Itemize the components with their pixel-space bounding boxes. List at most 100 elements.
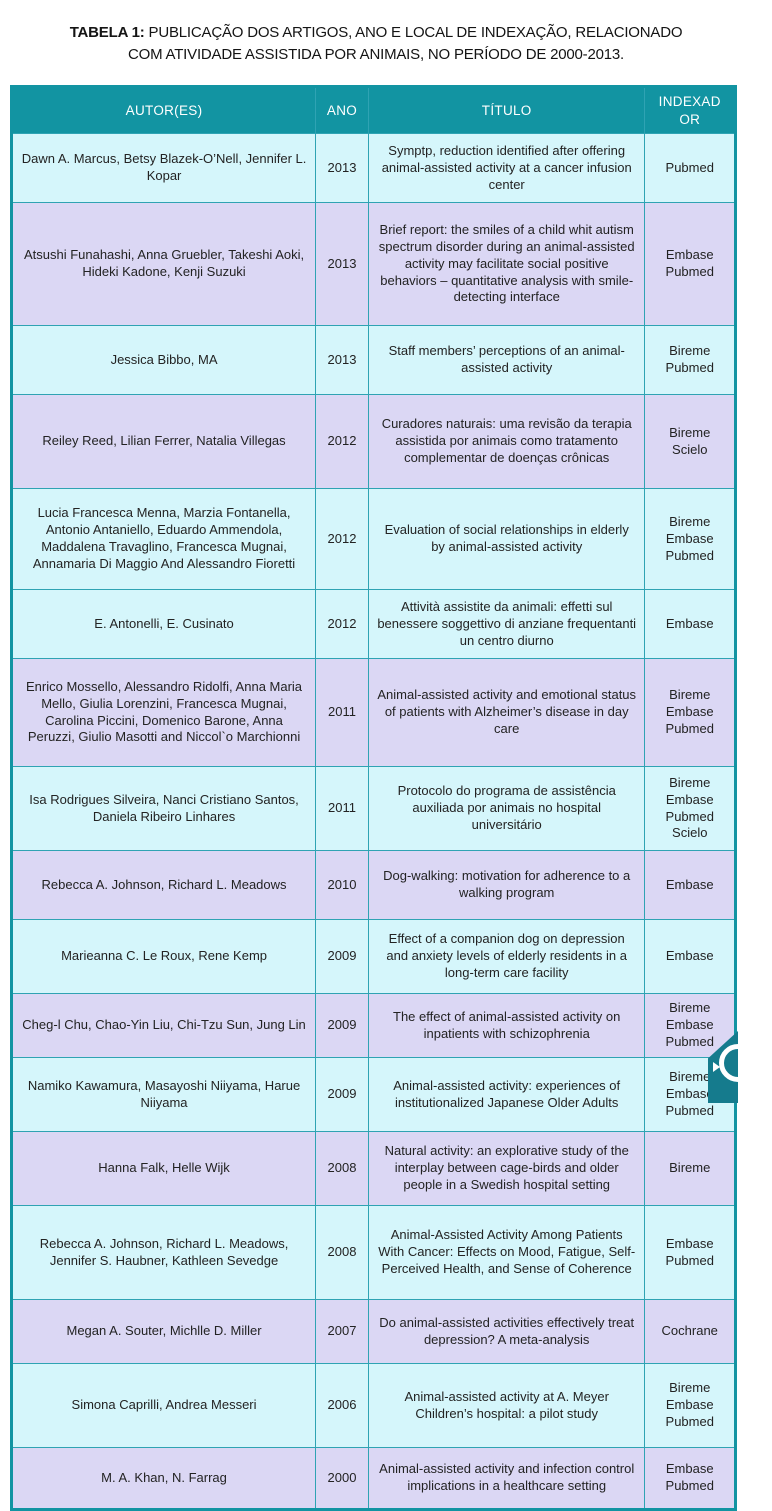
indexador-item: Bireme	[669, 343, 711, 359]
cell-indexador: Bireme	[644, 1131, 736, 1207]
publications-table: AUTOR(ES) ANO TÍTULO INDEXADOR Dawn A. M…	[10, 85, 737, 1511]
indexador-item: Bireme	[669, 1160, 711, 1176]
indexador-item: Pubmed	[665, 721, 714, 737]
indexador-item: Pubmed	[665, 1414, 714, 1430]
table-row: Namiko Kawamura, Masayoshi Niiyama, Haru…	[10, 1057, 736, 1133]
caption-line2: COM ATIVIDADE ASSISTIDA POR ANIMAIS, NO …	[127, 45, 624, 63]
table-row: Reiley Reed, Lilian Ferrer, Natalia Vill…	[10, 394, 736, 490]
cell-ano: 2012	[315, 589, 369, 660]
indexador-item: Bireme	[669, 687, 711, 703]
caption-line1-text: PUBLICAÇÃO DOS ARTIGOS, ANO E LOCAL DE I…	[148, 24, 683, 41]
table-row: M. A. Khan, N. Farrag 2000 Animal-assisted…	[10, 1447, 736, 1511]
cell-titulo: Natural activity: an explorative study o…	[367, 1131, 646, 1207]
indexador-item: Embase	[665, 876, 714, 892]
caption-line1: TABELA 1: PUBLICAÇÃO DOS ARTIGOS, ANO E …	[0, 22, 752, 44]
cell-ano: 2009	[315, 993, 369, 1059]
cell-titulo: The effect of animal-assisted activity o…	[367, 993, 646, 1059]
cell-ano: 2012	[315, 488, 369, 591]
widget-banner	[708, 1031, 738, 1103]
indexador-item: Embase	[665, 1461, 714, 1477]
cell-autores: Hanna Falk, Helle Wijk	[10, 1131, 317, 1207]
cell-autores: Rebecca A. Johnson, Richard L. Meadows	[10, 850, 317, 921]
cell-indexador: Embase	[644, 919, 736, 995]
indexador-item: Pubmed	[665, 1478, 714, 1494]
magnifier-lens-icon	[719, 1044, 738, 1082]
indexador-item: Pubmed	[665, 1252, 714, 1268]
indexador-item: Embase	[665, 615, 714, 631]
indexador-item: Embase	[665, 1397, 714, 1413]
table-row: Marieanna C. Le Roux, Rene Kemp 2009 Effec…	[10, 919, 736, 995]
indexador-item: Pubmed	[665, 360, 714, 376]
cell-titulo: Do animal-assisted activities effectivel…	[367, 1299, 646, 1365]
cell-autores: M. A. Khan, N. Farrag	[10, 1447, 317, 1511]
cell-autores: Dawn A. Marcus, Betsy Blazek-O’Nell, Jen…	[10, 133, 317, 204]
cell-autores: Reiley Reed, Lilian Ferrer, Natalia Vill…	[10, 394, 317, 490]
cell-indexador: Bireme Embase Pubmed	[644, 488, 736, 591]
cell-ano: 2008	[315, 1131, 369, 1207]
indexador-item: Pubmed	[665, 264, 714, 280]
col-header-autores: AUTOR(ES)	[10, 85, 317, 135]
cell-indexador: Bireme Embase Pubmed Scielo	[644, 766, 736, 852]
table-row: Dawn A. Marcus, Betsy Blazek-O’Nell, Jen…	[10, 133, 736, 204]
cell-autores: Megan A. Souter, Michlle D. Miller	[10, 1299, 317, 1365]
cell-ano: 2009	[315, 1057, 369, 1133]
table-header: AUTOR(ES) ANO TÍTULO INDEXADOR	[10, 85, 736, 135]
table-row: Lucia Francesca Menna, Marzia Fontanella…	[10, 488, 736, 591]
col-header-indexador: INDEXADOR	[644, 85, 736, 135]
cell-titulo: Staff members’ perceptions of an animal-…	[367, 325, 646, 396]
indexador-item: Embase	[665, 530, 714, 546]
cell-indexador: Bireme Embase Pubmed	[644, 993, 736, 1059]
cell-titulo: Evaluation of social relationships in el…	[367, 488, 646, 591]
indexador-item: Bireme	[669, 1000, 711, 1016]
indexador-item: Pubmed	[665, 159, 714, 175]
indexador-item: Pubmed	[665, 1103, 714, 1119]
cell-autores: Isa Rodrigues Silveira, Nanci Cristiano …	[10, 766, 317, 852]
indexador-item: Pubmed	[665, 1034, 714, 1050]
table-row: Isa Rodrigues Silveira, Nanci Cristiano …	[10, 766, 736, 852]
cell-ano: 2011	[315, 658, 369, 768]
table-row: Rebecca A. Johnson, Richard L. Meadows, …	[10, 1205, 736, 1301]
cell-ano: 2013	[315, 202, 369, 327]
cell-ano: 2011	[315, 766, 369, 852]
indexador-item: Scielo	[672, 441, 708, 457]
cell-titulo: Symptp, reduction identified after offer…	[367, 133, 646, 204]
table-row: Hanna Falk, Helle Wijk 2008 Natural activi…	[10, 1131, 736, 1207]
table-body: Dawn A. Marcus, Betsy Blazek-O’Nell, Jen…	[10, 133, 736, 1511]
indexador-item: Bireme	[669, 513, 711, 529]
indexador-item: Cochrane	[661, 1323, 718, 1339]
indexador-item: Pubmed	[665, 808, 714, 824]
cell-indexador: Bireme Pubmed	[644, 325, 736, 396]
cell-titulo: Effect of a companion dog on depression …	[367, 919, 646, 995]
indexador-item: Bireme	[669, 424, 711, 440]
cell-titulo: Attività assistite da animali: effetti s…	[367, 589, 646, 660]
indexador-item: Bireme	[669, 1069, 711, 1085]
indexador-item: Embase	[665, 948, 714, 964]
indexador-item: Embase	[665, 1086, 714, 1102]
cell-autores: Rebecca A. Johnson, Richard L. Meadows, …	[10, 1205, 317, 1301]
table-row: Megan A. Souter, Michlle D. Miller 2007 Do…	[10, 1299, 736, 1365]
table-caption: TABELA 1: PUBLICAÇÃO DOS ARTIGOS, ANO E …	[0, 22, 752, 66]
cell-titulo: Animal-assisted activity and infection c…	[367, 1447, 646, 1511]
cell-autores: Namiko Kawamura, Masayoshi Niiyama, Haru…	[10, 1057, 317, 1133]
table-row: Rebecca A. Johnson, Richard L. Meadows 20…	[10, 850, 736, 921]
cell-titulo: Animal-assisted activity: experiences of…	[367, 1057, 646, 1133]
cell-autores: Enrico Mossello, Alessandro Ridolfi, Ann…	[10, 658, 317, 768]
caption-label: TABELA 1:	[69, 24, 145, 41]
cell-titulo: Curadores naturais: uma revisão da terap…	[367, 394, 646, 490]
table-row: E. Antonelli, E. Cusinato 2012 Attività as…	[10, 589, 736, 660]
cell-ano: 2008	[315, 1205, 369, 1301]
table-row: Atsushi Funahashi, Anna Gruebler, Takesh…	[10, 202, 736, 327]
indexador-item: Embase	[665, 704, 714, 720]
cell-indexador: Embase	[644, 589, 736, 660]
table-row: Cheg-l Chu, Chao-Yin Liu, Chi-Tzu Sun, J…	[10, 993, 736, 1059]
cell-titulo: Animal-assisted activity and emotional s…	[367, 658, 646, 768]
cell-ano: 2000	[315, 1447, 369, 1511]
accessibility-zoom-widget[interactable]	[708, 1031, 738, 1103]
cell-indexador: Embase	[644, 850, 736, 921]
header-row: AUTOR(ES) ANO TÍTULO INDEXADOR	[10, 85, 736, 135]
cell-ano: 2012	[315, 394, 369, 490]
cell-ano: 2006	[315, 1363, 369, 1449]
cell-autores: Jessica Bibbo, MA	[10, 325, 317, 396]
cell-autores: Lucia Francesca Menna, Marzia Fontanella…	[10, 488, 317, 591]
col-header-ano: ANO	[315, 85, 369, 135]
